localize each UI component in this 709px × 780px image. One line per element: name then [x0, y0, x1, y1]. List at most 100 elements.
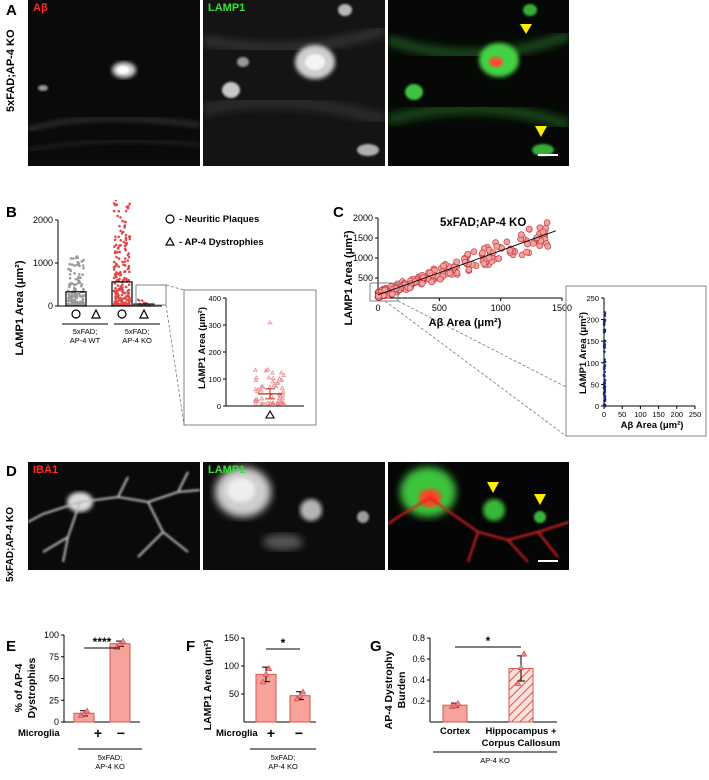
data-point — [73, 287, 76, 290]
data-point — [603, 346, 606, 349]
tick-label: 50 — [229, 689, 239, 699]
data-point — [118, 277, 121, 281]
tick-label: 75 — [49, 652, 59, 662]
data-point — [76, 300, 79, 304]
panel-letter-e: E — [6, 638, 17, 655]
legend-triangle-icon — [164, 236, 176, 246]
data-point — [120, 300, 124, 304]
data-point — [67, 295, 71, 298]
data-point — [440, 262, 447, 270]
data-point — [470, 248, 478, 256]
tick-label: 150 — [586, 337, 599, 346]
data-point — [114, 235, 117, 238]
data-point — [116, 284, 120, 287]
data-point — [114, 273, 118, 277]
data-point — [117, 246, 120, 249]
data-point — [603, 358, 606, 361]
data-point — [112, 260, 116, 264]
channel-label-lamp1: LAMP1 — [208, 2, 246, 14]
data-point — [280, 401, 286, 406]
data-point — [514, 679, 522, 686]
tick-label: 0 — [602, 410, 606, 419]
micrograph-abeta-image — [28, 0, 200, 166]
data-point — [69, 281, 72, 285]
data-point — [119, 296, 122, 300]
data-point — [128, 270, 131, 274]
data-point — [79, 276, 82, 279]
chart-e: % of AP-4 Dystrophies 0 25 50 75 100 **** Mic… — [13, 630, 142, 771]
chart-b-ylabel: LAMP1 Area (μm²) — [14, 260, 26, 355]
zoom-connector — [165, 284, 185, 291]
data-point — [116, 272, 120, 276]
chart-e-ylabel: % of AP-4 — [13, 664, 25, 713]
tick-label: 0.8 — [412, 633, 425, 643]
chart-c-inset-xlabel: Aβ Area (μm²) — [621, 420, 684, 431]
data-point — [270, 375, 276, 380]
data-point — [253, 386, 259, 392]
data-point — [253, 377, 259, 382]
data-point — [75, 263, 79, 267]
data-point — [436, 275, 444, 283]
data-point — [124, 248, 128, 252]
chart-c: 5xFAD;AP-4 KO LAMP1 Area (μm²) Aβ Area (… — [343, 213, 707, 437]
data-point — [603, 339, 607, 343]
data-point — [123, 291, 127, 295]
micrograph-abeta: Aβ — [28, 0, 200, 166]
data-point — [71, 257, 75, 260]
data-point — [503, 238, 511, 246]
data-point — [127, 288, 131, 292]
data-point — [74, 277, 78, 281]
data-point — [525, 225, 533, 233]
data-point — [72, 299, 75, 302]
data-point — [115, 279, 119, 282]
data-point — [67, 292, 71, 296]
data-point — [544, 243, 552, 250]
tick-label: 250 — [689, 410, 702, 419]
circle-icon — [71, 309, 81, 319]
chart-b-groups: 5xFAD; AP-4 WT 5xFAD; AP-4 KO — [62, 323, 160, 345]
data-point — [266, 374, 272, 380]
group-label: 5xFAD; — [125, 327, 150, 336]
row-label-a: 5xFAD;AP-4 KO — [5, 29, 17, 112]
inset-box — [183, 289, 317, 426]
chart-c-title: 5xFAD;AP-4 KO — [440, 217, 526, 229]
tick-label: 100 — [224, 661, 239, 671]
data-point — [112, 289, 116, 293]
data-point — [126, 267, 130, 271]
panel-letter-b: B — [6, 204, 17, 221]
fit-line — [377, 230, 557, 296]
data-point — [113, 245, 116, 248]
data-point — [121, 219, 124, 223]
zoom-box — [369, 282, 399, 302]
data-point — [81, 273, 84, 276]
group-label: 5xFAD; — [98, 753, 123, 762]
data-point — [127, 283, 131, 287]
data-point — [113, 238, 117, 242]
micrograph-merge-image — [388, 0, 569, 166]
data-point — [122, 277, 126, 281]
data-point — [121, 283, 124, 287]
data-point — [119, 216, 122, 219]
panel-letter-c: C — [333, 204, 344, 221]
group-label: AP-4 KO — [122, 336, 152, 345]
zoom-connector — [384, 300, 567, 437]
data-point — [418, 279, 426, 287]
data-point — [112, 268, 116, 271]
zoom-connector — [397, 300, 567, 388]
data-point — [67, 297, 70, 300]
tick-label: 0.6 — [412, 654, 425, 664]
data-point — [124, 236, 128, 240]
data-point — [117, 265, 121, 268]
data-point — [114, 250, 117, 253]
tick-label: 0 — [375, 303, 380, 313]
data-point — [124, 238, 128, 242]
data-point — [117, 294, 120, 297]
data-point — [271, 382, 277, 387]
data-point — [259, 401, 265, 406]
bar — [65, 291, 87, 307]
data-point — [112, 266, 116, 269]
data-point — [83, 707, 91, 714]
arrowhead-icon — [487, 482, 499, 493]
data-point — [121, 290, 125, 294]
chart-g-main: 0.2 0.4 0.6 0.8 * — [412, 633, 557, 723]
